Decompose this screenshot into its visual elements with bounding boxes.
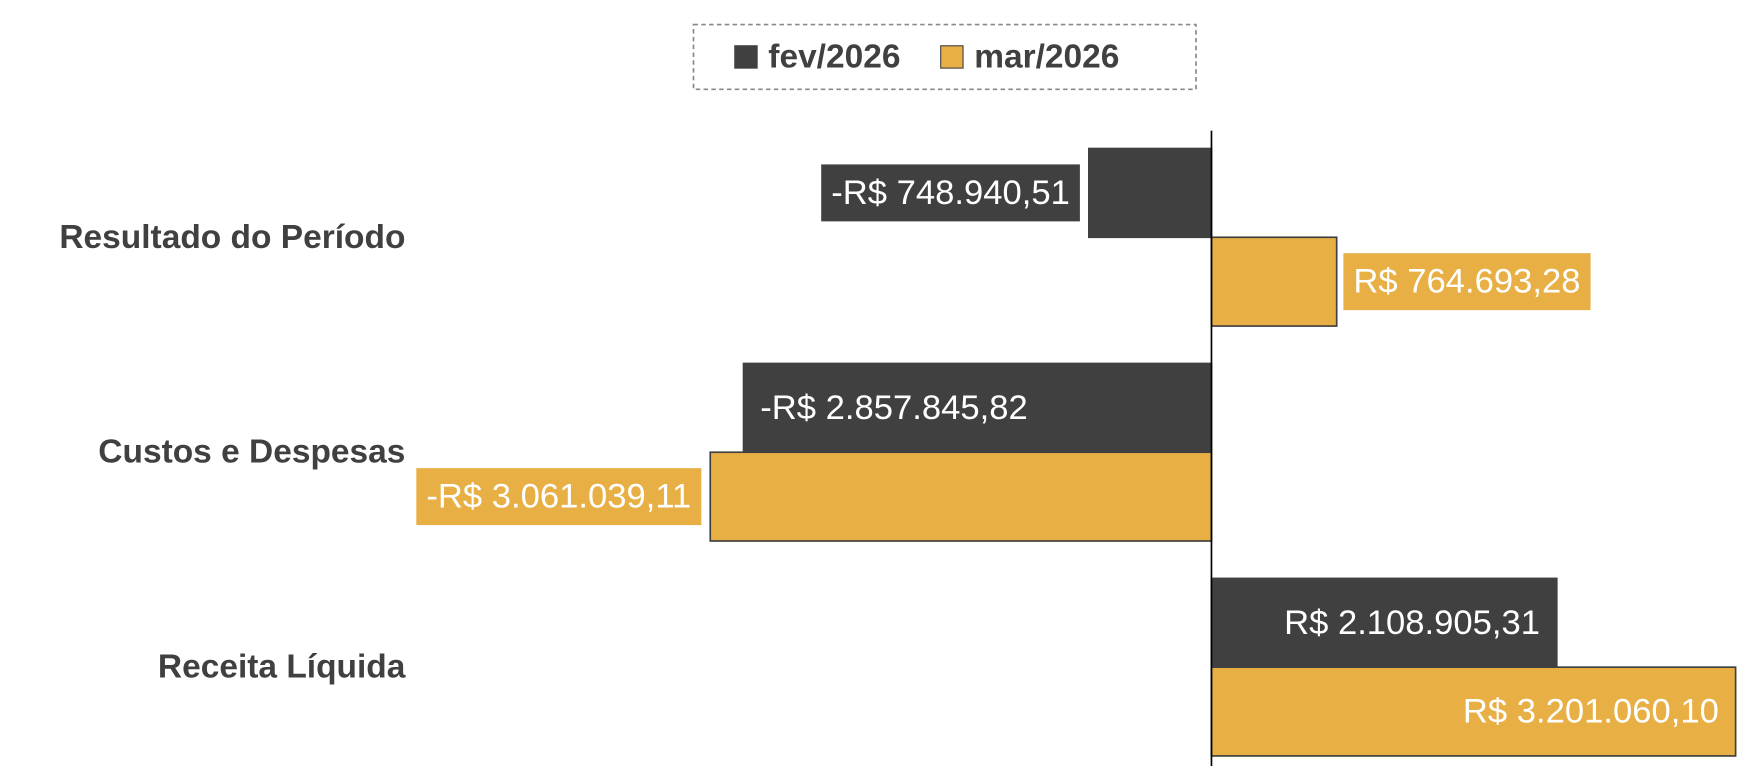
- legend-label: mar/2026: [974, 38, 1119, 75]
- legend-box: [692, 23, 1197, 91]
- value-label-bg: [821, 164, 1080, 222]
- legend-swatch: [734, 45, 758, 69]
- bar: [1087, 147, 1213, 239]
- value-label: -R$ 3.061.039,11: [426, 478, 691, 516]
- value-label-bg: [416, 468, 702, 526]
- value-label: R$ 764.693,28: [1353, 263, 1580, 301]
- value-label: R$ 2.108.905,31: [1284, 604, 1540, 642]
- value-label: -R$ 748.940,51: [831, 174, 1070, 212]
- category-label: Receita Líquida: [158, 649, 406, 686]
- legend-swatch: [940, 45, 964, 69]
- category-label: Resultado do Período: [59, 219, 405, 256]
- bar: [1210, 236, 1338, 327]
- bar: [709, 451, 1213, 542]
- value-label-bg: [1343, 253, 1591, 311]
- legend-label: fev/2026: [768, 38, 900, 75]
- value-label: R$ 3.201.060,10: [1463, 693, 1719, 731]
- category-label: Custos e Despesas: [98, 434, 405, 471]
- value-label: -R$ 2.857.845,82: [760, 389, 1027, 427]
